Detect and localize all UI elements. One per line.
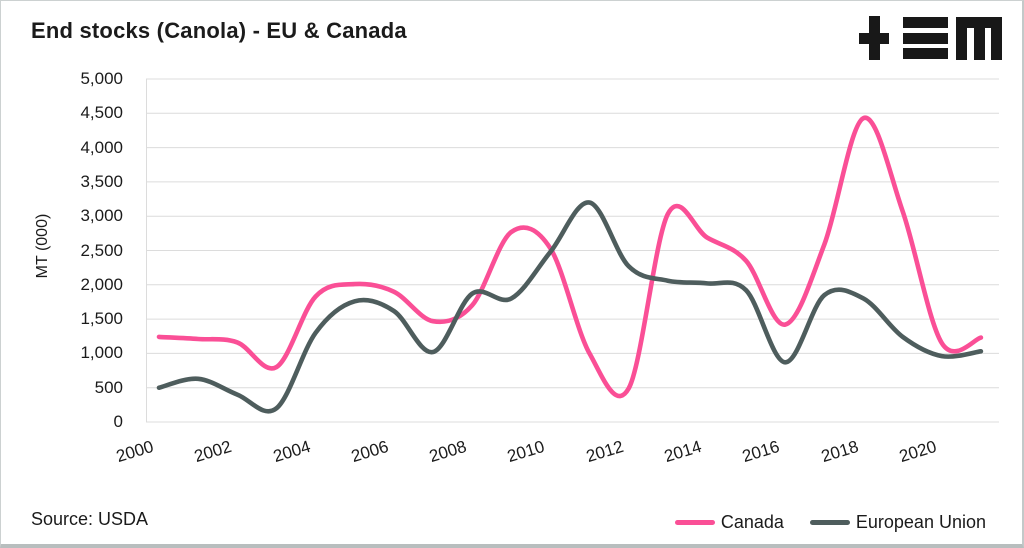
y-tick-label: 2,500 <box>80 240 123 260</box>
x-tick-label: 2016 <box>740 436 782 467</box>
triple-bar-icon <box>903 17 948 59</box>
m-icon <box>956 16 1002 60</box>
legend-item-european-union: European Union <box>809 511 986 533</box>
x-tick-label: 2006 <box>348 436 391 467</box>
x-tick-label: 2004 <box>270 436 313 467</box>
y-tick-label: 5,000 <box>80 69 123 88</box>
x-tick-label: 2012 <box>583 436 626 467</box>
legend-item-canada: Canada <box>674 511 784 533</box>
source-note: Source: USDA <box>31 509 149 529</box>
x-tick-label: 2014 <box>661 436 704 467</box>
company-logo <box>859 15 1002 61</box>
y-tick-label: 1,000 <box>80 343 123 363</box>
y-tick-label: 3,500 <box>80 171 123 191</box>
chart-title: End stocks (Canola) - EU & Canada <box>31 18 407 43</box>
x-tick-label: 2018 <box>818 436 861 467</box>
x-tick-label: 2008 <box>427 436 469 467</box>
x-tick-label: 2020 <box>896 436 939 467</box>
legend: Canada European Union <box>674 508 986 536</box>
series-line-european-union <box>156 200 984 414</box>
plus-icon <box>859 16 889 60</box>
y-tick-label: 2,000 <box>80 274 123 294</box>
x-tick-label: 2002 <box>192 436 234 467</box>
legend-swatch <box>674 519 715 525</box>
plot-area <box>146 78 999 423</box>
y-tick-label: 500 <box>94 377 123 397</box>
legend-swatch <box>809 519 850 525</box>
y-tick-label: 0 <box>113 412 123 431</box>
y-tick-label: 3,000 <box>80 206 123 226</box>
x-tick-label: 2010 <box>505 436 548 467</box>
y-tick-label: 4,000 <box>80 137 123 157</box>
y-tick-label: 4,500 <box>80 103 123 123</box>
legend-label: European Union <box>855 511 986 532</box>
x-tick-label: 2000 <box>113 436 156 467</box>
y-tick-label: 1,500 <box>80 309 123 329</box>
legend-label: Canada <box>720 511 784 532</box>
series-line-canada <box>156 115 984 399</box>
